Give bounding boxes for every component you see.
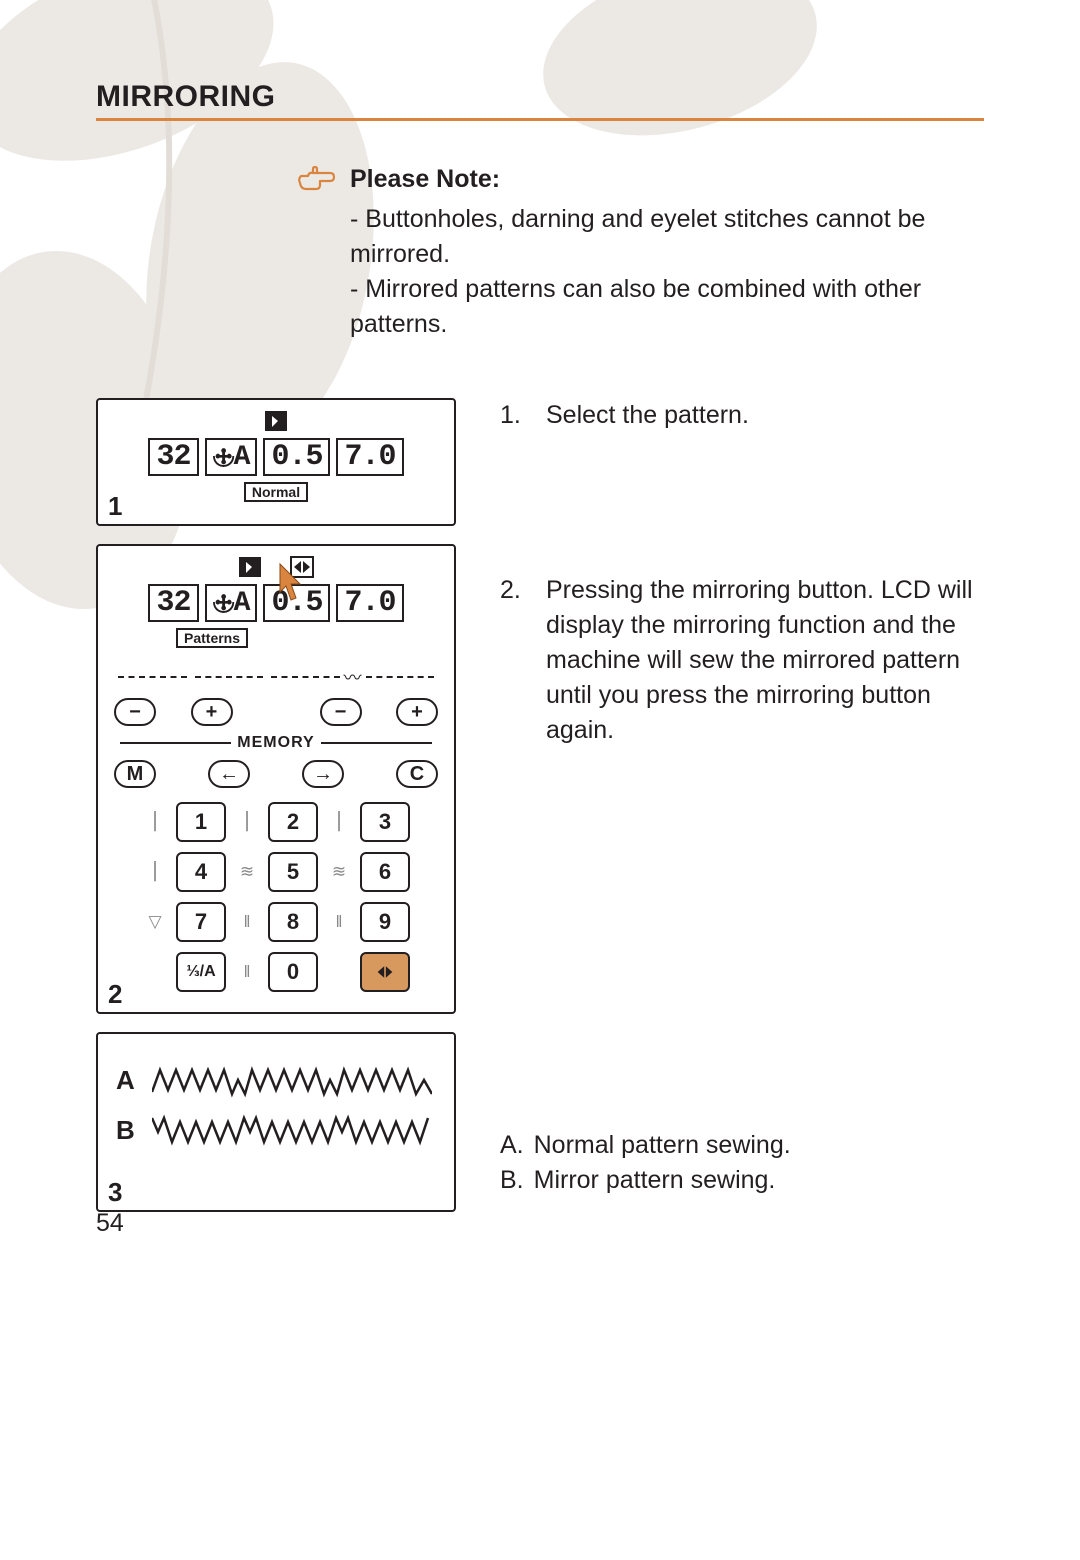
- stitch-decoration-icon: ‖: [234, 952, 260, 992]
- key-1[interactable]: 1: [176, 802, 226, 842]
- mirror-icon: [375, 963, 395, 981]
- wave-label-b: B: [116, 1115, 138, 1146]
- normal-stitch-wave: [152, 1060, 432, 1100]
- stitch-decoration-icon: ≋: [234, 852, 260, 892]
- figure-label: 2: [108, 979, 122, 1010]
- key-2[interactable]: 2: [268, 802, 318, 842]
- key-9[interactable]: 9: [360, 902, 410, 942]
- note-list: Buttonholes, darning and eyelet stitches…: [350, 202, 984, 342]
- needle-position-icon: [264, 410, 288, 432]
- step-number: 2.: [500, 573, 528, 748]
- key-6[interactable]: 6: [360, 852, 410, 892]
- ab-item: B.Mirror pattern sewing.: [500, 1163, 984, 1198]
- note-item: Buttonholes, darning and eyelet stitches…: [350, 202, 984, 272]
- note-item: Mirrored patterns can also be combined w…: [350, 272, 984, 342]
- key-4[interactable]: 4: [176, 852, 226, 892]
- mirror-stitch-wave: [152, 1110, 432, 1150]
- figure-label: 1: [108, 491, 122, 522]
- stitch-decoration-icon: ▽: [142, 902, 168, 942]
- figure-label: 3: [108, 1177, 122, 1208]
- width-plus-button[interactable]: +: [191, 698, 233, 726]
- lcd-mode-chip: Patterns: [176, 628, 248, 648]
- stitch-decoration-icon: ⎮: [142, 802, 168, 842]
- stitch-decoration-icon: ‖: [326, 902, 352, 942]
- step-text: Select the pattern.: [546, 398, 984, 433]
- lcd-length: 7.0: [336, 438, 403, 476]
- pointer-arrow-icon: [274, 562, 304, 606]
- stitch-decoration-icon: ≋: [326, 852, 352, 892]
- memory-next-button[interactable]: →: [302, 760, 344, 788]
- width-minus-button[interactable]: −: [114, 698, 156, 726]
- pointing-hand-icon: [296, 165, 336, 193]
- key-8[interactable]: 8: [268, 902, 318, 942]
- step-number: 1.: [500, 398, 528, 433]
- stitch-decoration-icon: ‖: [234, 902, 260, 942]
- memory-label: MEMORY: [237, 734, 314, 752]
- lcd-display: 32 🕁A 0.5 7.0: [98, 584, 454, 622]
- stitch-decoration-icon: ⎮: [142, 852, 168, 892]
- step-2: 2. Pressing the mirroring button. LCD wi…: [500, 573, 984, 748]
- lcd-display: 32 🕁A 0.5 7.0: [98, 438, 454, 476]
- key-7[interactable]: 7: [176, 902, 226, 942]
- length-minus-button[interactable]: −: [320, 698, 362, 726]
- lcd-mode-chip: Normal: [244, 482, 308, 502]
- control-panel: 〰 − + − + MEMORY M: [98, 648, 454, 992]
- step-1: 1. Select the pattern.: [500, 398, 984, 433]
- key-0[interactable]: 0: [268, 952, 318, 992]
- needle-position-icon: [238, 556, 262, 578]
- section-title: MIRRORING: [96, 80, 984, 121]
- ab-item: A.Normal pattern sewing.: [500, 1128, 984, 1163]
- ab-list: A.Normal pattern sewing. B.Mirror patter…: [500, 1128, 984, 1198]
- keypad: ⎮1 ⎮2 ⎮3 ⎮4 ≋5 ≋6 ▽7 ‖8 ‖9 ⅓/A ‖0: [114, 802, 438, 992]
- lcd-length: 7.0: [336, 584, 403, 622]
- length-plus-button[interactable]: +: [396, 698, 438, 726]
- memory-c-button[interactable]: C: [396, 760, 438, 788]
- figure-1: 32 🕁A 0.5 7.0 Normal 1: [96, 398, 456, 526]
- page-number: 54: [96, 1209, 124, 1238]
- mode-key[interactable]: ⅓/A: [176, 952, 226, 992]
- figure-2: 32 🕁A 0.5 7.0 Patterns 〰 − +: [96, 544, 456, 1014]
- zigzag-icon: 〰: [344, 664, 362, 690]
- please-note-block: Please Note: Buttonholes, darning and ey…: [296, 165, 984, 342]
- memory-m-button[interactable]: M: [114, 760, 156, 788]
- wave-label-a: A: [116, 1065, 138, 1096]
- key-5[interactable]: 5: [268, 852, 318, 892]
- key-3[interactable]: 3: [360, 802, 410, 842]
- figure-3: A B 3: [96, 1032, 456, 1212]
- step-text: Pressing the mirroring button. LCD will …: [546, 573, 984, 748]
- stitch-decoration-icon: ⎮: [234, 802, 260, 842]
- lcd-foot: 🕁A: [205, 584, 258, 622]
- note-heading: Please Note:: [350, 165, 500, 194]
- stitch-decoration-icon: ⎮: [326, 802, 352, 842]
- lcd-foot: 🕁A: [205, 438, 258, 476]
- lcd-pattern-no: 32: [148, 438, 198, 476]
- memory-prev-button[interactable]: ←: [208, 760, 250, 788]
- mirror-key[interactable]: [360, 952, 410, 992]
- lcd-pattern-no: 32: [148, 584, 198, 622]
- lcd-width: 0.5: [263, 438, 330, 476]
